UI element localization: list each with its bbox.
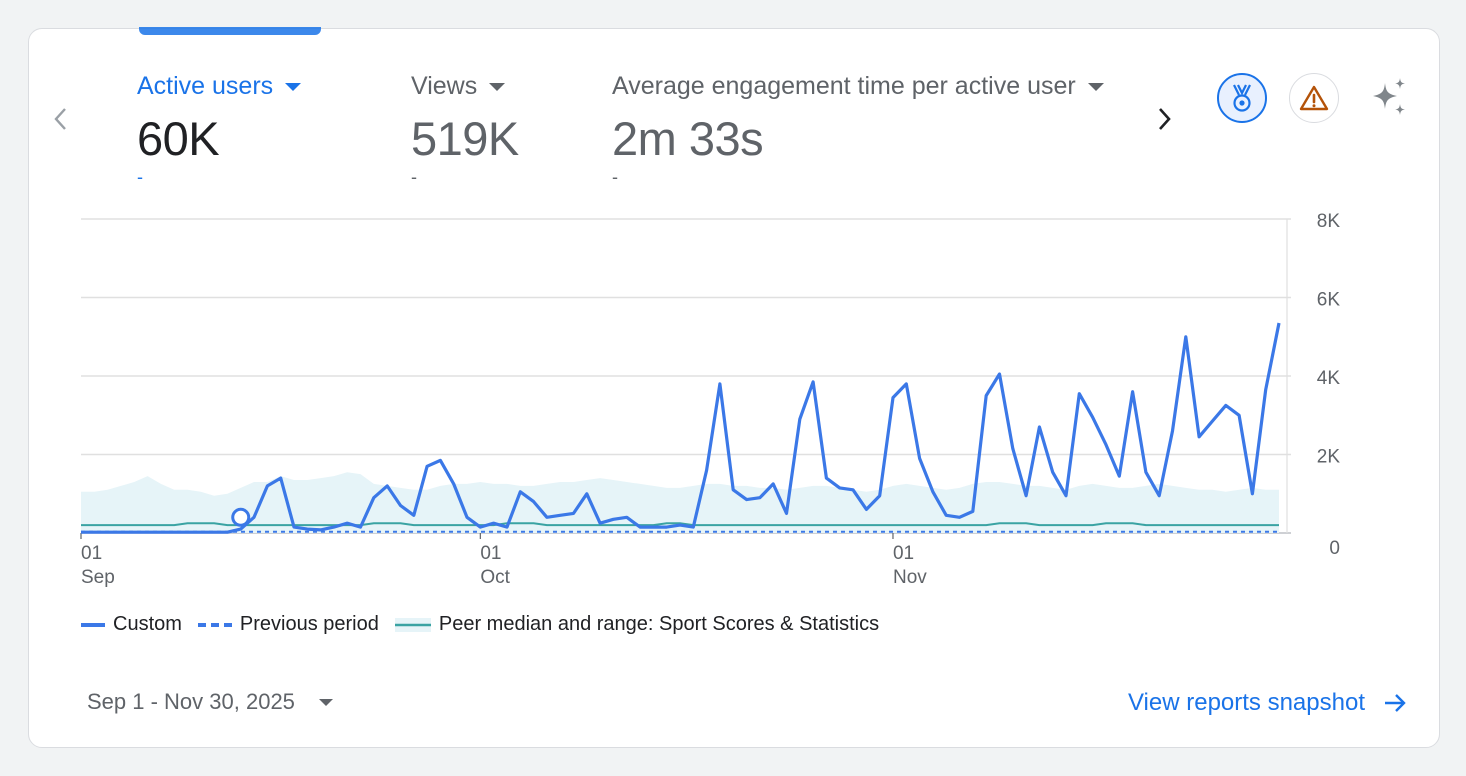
sparkle-icon: [1373, 78, 1405, 115]
y-tick-label: 6K: [1317, 290, 1341, 311]
medal-icon: [1233, 84, 1251, 112]
chevron-left-icon: [54, 108, 66, 130]
peer-median-line: [81, 522, 1279, 527]
custom-series-line: [81, 322, 1281, 534]
active-tab-indicator: [139, 27, 321, 35]
band-swatch: [394, 617, 431, 632]
legend-item-custom: Custom: [81, 613, 182, 636]
metric-label: Active users: [137, 72, 274, 100]
metric-views-selector[interactable]: Views: [411, 71, 519, 101]
chart-legend: Custom Previous period Peer median and r…: [81, 613, 895, 636]
legend-item-peer: Peer median and range: Sport Scores & St…: [394, 613, 880, 636]
metric-delta: -: [612, 167, 618, 187]
metric-delta: -: [411, 167, 417, 187]
metric-value: 60K: [137, 112, 220, 165]
peer-range-band: [81, 472, 1279, 533]
caret-down-icon: [318, 698, 333, 706]
previous-metrics-button[interactable]: [47, 105, 75, 133]
metric-avg-engagement-time[interactable]: Average engagement time per active user …: [612, 71, 1104, 187]
metric-active-users[interactable]: Active users 60K -: [137, 71, 302, 187]
dashed-line-swatch: [197, 622, 232, 627]
metric-value: 519K: [411, 112, 519, 165]
metric-label: Views: [411, 72, 478, 100]
caret-down-icon: [1087, 83, 1104, 91]
y-tick-label: 8K: [1317, 211, 1341, 232]
y-tick-label: 0: [1329, 538, 1340, 559]
legend-label: Custom: [113, 613, 182, 635]
x-tick-day: 01: [893, 543, 914, 564]
x-tick-day: 01: [81, 543, 102, 564]
warning-icon: [1299, 85, 1329, 111]
highlighted-data-point[interactable]: [231, 507, 251, 527]
active-users-line-chart: 0 2K 4K 6K 8K 01 Sep 01 Oct 01 Nov: [80, 211, 1341, 588]
legend-label: Previous period: [239, 613, 379, 635]
date-range-selector[interactable]: Sep 1 - Nov 30, 2025: [87, 689, 333, 715]
legend-item-previous: Previous period: [197, 613, 379, 636]
view-reports-snapshot-link[interactable]: View reports snapshot: [1128, 689, 1407, 717]
legend-label: Peer median and range: Sport Scores & St…: [438, 613, 880, 635]
caret-down-icon: [489, 83, 506, 91]
warning-button[interactable]: [1289, 73, 1339, 123]
date-range-label: Sep 1 - Nov 30, 2025: [87, 689, 295, 714]
x-tick-month: Oct: [480, 567, 510, 588]
x-tick-day: 01: [480, 543, 501, 564]
insights-button[interactable]: [1365, 73, 1415, 123]
arrow-right-icon: [1385, 694, 1406, 712]
metric-delta: -: [137, 167, 143, 187]
benchmark-badge-button[interactable]: [1217, 73, 1267, 123]
y-tick-label: 4K: [1317, 368, 1341, 389]
solid-line-swatch: [81, 622, 105, 627]
metric-views[interactable]: Views 519K -: [411, 71, 519, 187]
metric-avg-engagement-selector[interactable]: Average engagement time per active user: [612, 71, 1104, 101]
metric-value: 2m 33s: [612, 112, 764, 165]
chevron-right-icon: [1159, 108, 1171, 130]
y-tick-label: 2K: [1317, 447, 1341, 468]
snapshot-link-label: View reports snapshot: [1127, 689, 1365, 716]
metric-label: Average engagement time per active user: [612, 72, 1076, 100]
caret-down-icon: [285, 83, 302, 91]
x-tick-month: Nov: [893, 567, 927, 588]
metric-active-users-selector[interactable]: Active users: [137, 71, 302, 101]
x-tick-month: Sep: [81, 567, 115, 588]
overview-card: Active users 60K - Views 519K - Average …: [28, 27, 1440, 748]
next-metrics-button[interactable]: [1150, 105, 1178, 133]
